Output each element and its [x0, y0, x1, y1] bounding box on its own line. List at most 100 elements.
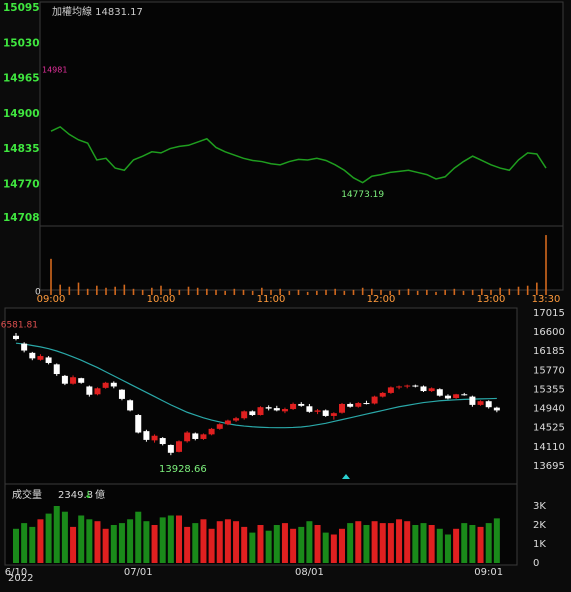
y-tick-label: 15770 — [533, 365, 565, 376]
volume-bar — [387, 523, 394, 563]
volume-bar — [160, 285, 162, 295]
volume-bar — [61, 511, 68, 563]
candle-body — [420, 386, 427, 392]
x-tick-label: 13:00 — [477, 294, 506, 305]
volume-bar — [471, 289, 474, 295]
x-tick-label: 12:00 — [367, 294, 396, 305]
chart-title: 加權均線 14831.17 — [52, 5, 143, 18]
volume-bar — [96, 285, 98, 295]
volume-bar — [536, 282, 538, 295]
candle-body — [257, 407, 264, 416]
volume-bar — [261, 287, 263, 295]
volume-bar — [290, 528, 297, 563]
volume-bar — [114, 286, 116, 295]
year-label: 2022 — [8, 573, 33, 584]
volume-bar — [70, 526, 77, 563]
x-tick-label: 10:00 — [147, 294, 176, 305]
candle-body — [61, 375, 68, 384]
volume-bar — [306, 291, 309, 295]
volume-bar — [316, 290, 318, 295]
volume-bar — [78, 515, 85, 563]
volume-bar — [208, 528, 215, 563]
volume-bar — [426, 289, 428, 295]
volume-bar — [361, 287, 364, 295]
candle-body — [428, 388, 435, 392]
volume-bar — [371, 288, 373, 295]
volume-bar — [151, 525, 158, 563]
volume-bar — [322, 532, 329, 563]
volume-bar — [102, 528, 109, 563]
volume-bar — [29, 526, 36, 563]
candle-body — [200, 434, 207, 439]
volume-bar — [216, 521, 223, 563]
volume-bar — [169, 288, 171, 295]
x-tick-label: 6/10 — [5, 567, 27, 578]
candle-body — [453, 394, 460, 398]
marker-triangle — [342, 474, 350, 479]
candle-body — [176, 441, 182, 452]
volume-bar — [363, 525, 370, 563]
y-tick-label: 14770 — [3, 178, 40, 190]
volume-bar — [233, 521, 240, 563]
volume-bar — [257, 525, 264, 563]
volume-bar — [86, 288, 89, 295]
candle-body — [21, 343, 28, 351]
candle-body — [322, 410, 329, 416]
volume-bar — [206, 288, 208, 295]
volume-tick-label: 3K — [533, 501, 546, 512]
volume-bar — [224, 519, 231, 563]
volume-bar — [371, 521, 378, 563]
candle-body — [143, 431, 150, 440]
volume-bar — [347, 523, 354, 563]
candle-body — [13, 335, 19, 340]
volume-bar — [314, 525, 321, 563]
volume-bar — [416, 290, 419, 295]
volume-bar — [118, 523, 125, 563]
volume-bar — [281, 523, 288, 563]
candle-body — [436, 389, 443, 396]
x-tick-label: 07/01 — [124, 567, 153, 578]
volume-bar — [141, 289, 144, 295]
candle-body — [151, 435, 158, 441]
candle-body — [290, 403, 297, 410]
volume-bar — [86, 519, 93, 563]
volume-bar — [420, 523, 427, 563]
candle-body — [241, 411, 248, 419]
candle-body — [412, 385, 419, 387]
volume-bar — [379, 523, 386, 563]
y-tick-label: 15095 — [3, 2, 40, 14]
volume-tick-label: 1K — [533, 539, 546, 550]
volume-bar — [396, 519, 403, 563]
volume-bar — [242, 289, 245, 295]
volume-bar — [330, 534, 337, 563]
volume-bar — [251, 290, 254, 295]
candle-body — [379, 392, 386, 397]
candle-body — [70, 377, 77, 384]
y-tick-label: 15030 — [3, 37, 40, 49]
volume-bar — [110, 525, 117, 563]
volume-label: 成交量 — [12, 488, 42, 501]
candle-body — [371, 396, 378, 404]
volume-bar — [273, 525, 280, 563]
candle-body — [167, 444, 174, 453]
price-line — [50, 125, 547, 184]
candle-body — [159, 438, 166, 445]
candle-body — [29, 352, 36, 359]
candle-body — [444, 395, 451, 399]
candle-body — [53, 364, 60, 375]
candle-body — [37, 356, 44, 360]
volume-bar — [298, 526, 305, 563]
reference-label: 14981 — [42, 65, 67, 74]
volume-bar — [485, 523, 492, 563]
volume-bar — [187, 286, 190, 295]
volume-tick-label: 0 — [533, 558, 539, 569]
candle-body — [355, 403, 362, 407]
x-tick-label: 13:30 — [532, 294, 561, 305]
volume-bar — [435, 291, 437, 295]
volume-arrow: ↓ — [84, 490, 92, 501]
volume-bar — [380, 289, 382, 295]
volume-bar — [123, 284, 126, 295]
y-tick-label: 15355 — [533, 384, 565, 395]
candle-body — [298, 403, 305, 406]
candle-body — [314, 410, 321, 412]
